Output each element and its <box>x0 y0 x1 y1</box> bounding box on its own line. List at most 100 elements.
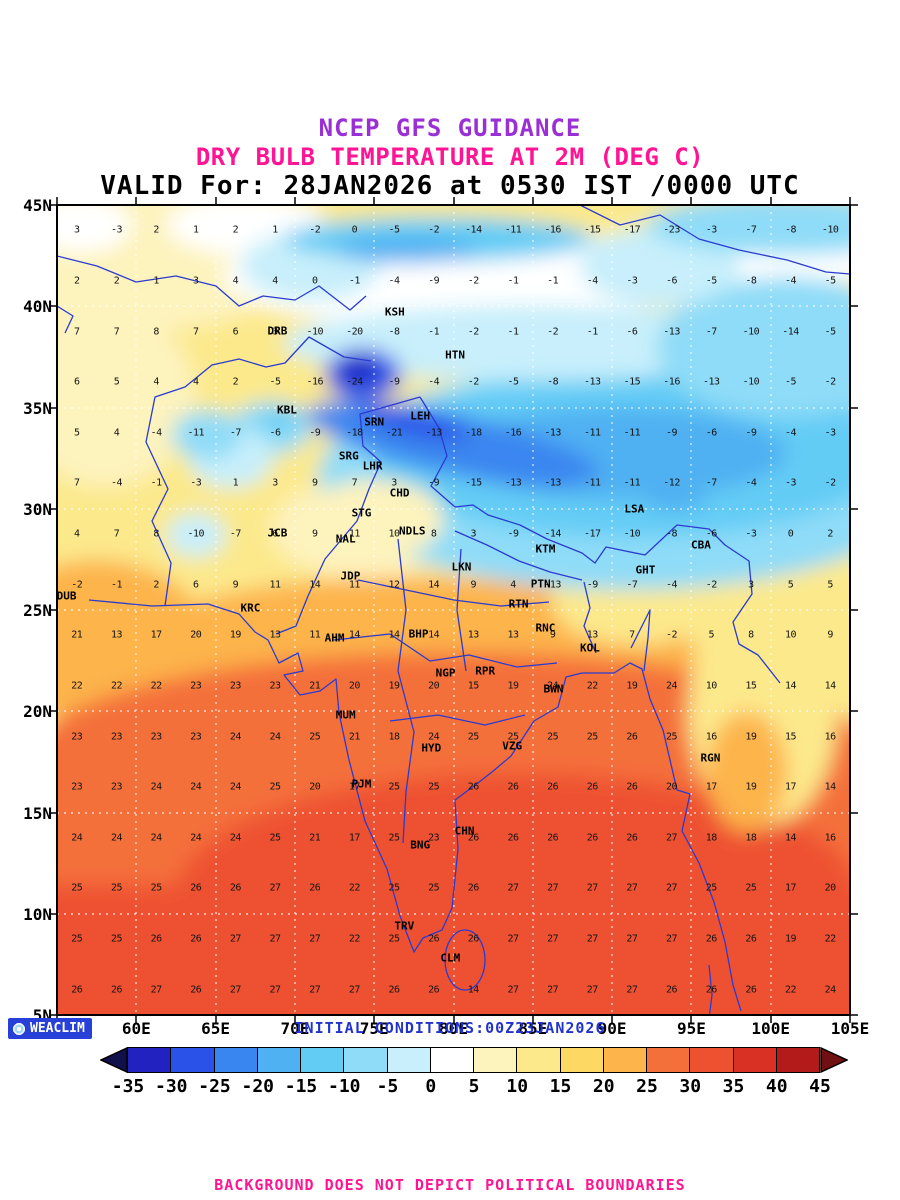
grid-temp-value: 21 <box>71 629 83 641</box>
grid-temp-value: 18 <box>388 731 400 743</box>
station-label: VZG <box>502 739 523 753</box>
grid-temp-value: 22 <box>71 680 83 692</box>
product-title: NCEP GFS GUIDANCE <box>318 114 582 142</box>
grid-temp-value: 22 <box>348 933 361 945</box>
grid-temp-value: -5 <box>824 275 837 287</box>
grid-temp-value: 24 <box>150 781 163 793</box>
coastline <box>88 599 742 1012</box>
grid-temp-value: -23 <box>663 224 680 236</box>
grid-temp-value: -11 <box>623 427 641 439</box>
temperature-map <box>49 197 858 1023</box>
lon-tick-label: 75E <box>359 1019 389 1038</box>
grid-temp-value: -6 <box>666 275 678 287</box>
grid-temp-value: -11 <box>623 477 641 489</box>
station-label: KRC <box>240 601 261 615</box>
grid-temp-value: -10 <box>306 326 323 338</box>
grid-temp-value: -9 <box>428 477 440 489</box>
grid-temp-value: 7 <box>113 528 120 540</box>
grid-temp-value: 1 <box>153 275 159 287</box>
grid-temp-value: 20 <box>428 680 440 692</box>
grid-temp-value: -1 <box>348 275 361 287</box>
station-label: DUB <box>56 589 77 603</box>
lon-tick-label: 65E <box>201 1019 231 1038</box>
grid-temp-value: -2 <box>467 275 480 287</box>
grid-temp-value: 14 <box>467 984 480 996</box>
grid-temp-value: 26 <box>705 933 718 945</box>
grid-temp-value: -9 <box>309 427 321 439</box>
grid-temp-value: 13 <box>110 629 123 641</box>
colorbar-tick-label: -35 <box>111 1076 145 1097</box>
station-label: NAL <box>335 532 356 546</box>
lat-tick-label: 15N <box>23 803 52 823</box>
grid-temp-value: 23 <box>150 731 163 743</box>
grid-temp-value: -2 <box>705 579 718 591</box>
grid-temp-value: 8 <box>153 528 159 540</box>
grid-temp-value: 2 <box>153 579 159 591</box>
grid-temp-value: -17 <box>583 528 601 540</box>
grid-temp-value: 14 <box>309 579 321 591</box>
grid-temp-value: 26 <box>150 933 163 945</box>
grid-temp-value: 17 <box>784 882 797 894</box>
colorbar-segment <box>559 1047 604 1073</box>
grid-temp-value: -14 <box>544 528 561 540</box>
colorbar-tick-label: -10 <box>327 1076 361 1097</box>
temperature-field <box>57 205 850 1015</box>
station-label: KTM <box>535 542 556 556</box>
station-label: BNG <box>410 838 431 852</box>
lon-tick-label: 70E <box>280 1019 310 1038</box>
colorbar-right-arrow <box>820 1047 848 1073</box>
grid-temp-value: 19 <box>626 680 638 692</box>
grid-temp-value: 26 <box>547 781 559 793</box>
weaclim-logo-icon <box>12 1021 26 1036</box>
station-label: BHP <box>408 627 429 641</box>
grid-temp-value: -16 <box>663 376 680 388</box>
grid-temp-value: 25 <box>269 832 282 844</box>
grid-temp-value: 9 <box>232 579 239 591</box>
grid-temp-value: 27 <box>547 984 559 996</box>
grid-temp-value: 18 <box>745 832 757 844</box>
station-label: MUM <box>335 708 356 722</box>
lat-tick-label: 45N <box>23 196 52 215</box>
grid-temp-value: -16 <box>504 427 522 439</box>
colorbar-tick-label: 35 <box>722 1076 745 1097</box>
colorbar-segment <box>127 1047 172 1073</box>
political-boundaries <box>57 205 850 1015</box>
grid-temp-value: -5 <box>507 376 519 388</box>
station-label: SRG <box>338 449 359 463</box>
grid-temp-value: -11 <box>583 427 601 439</box>
station-label: JDP <box>340 569 361 583</box>
grid-temp-value: 9 <box>549 629 556 641</box>
grid-temp-value: -1 <box>507 326 519 338</box>
grid-temp-value: 23 <box>190 680 202 692</box>
colorbar-tick-label: 25 <box>636 1076 658 1097</box>
grid-temp-value: 14 <box>824 680 837 692</box>
grid-temp-value: 21 <box>348 731 361 743</box>
colorbar-segment <box>213 1047 258 1073</box>
colorbar-segment <box>256 1047 301 1073</box>
station-label: RTN <box>508 597 529 611</box>
grid-temp-value: -10 <box>742 376 760 388</box>
grid-temp-value: 22 <box>784 984 797 996</box>
grid-temp-value: 15 <box>784 731 797 743</box>
grid-temp-value: 22 <box>586 680 599 692</box>
grid-temp-value: -4 <box>150 427 163 439</box>
grid-temp-value: -7 <box>229 427 242 439</box>
grid-temp-value: 25 <box>150 882 163 894</box>
grid-temp-value: -13 <box>544 579 561 591</box>
lon-tick-label: 60E <box>121 1019 151 1038</box>
grid-temp-value: -5 <box>824 326 837 338</box>
grid-temp-value: 26 <box>507 781 519 793</box>
grid-temp-value: 26 <box>586 781 599 793</box>
grid-temp-value: 23 <box>190 731 202 743</box>
grid-temp-value: -13 <box>702 376 720 388</box>
grid-temp-value: 2 <box>153 224 159 236</box>
grid-temp-value: -4 <box>666 579 678 591</box>
grid-temp-value: 27 <box>269 933 282 945</box>
grid-temp-value: -5 <box>388 224 400 236</box>
colorbar-segment <box>300 1047 345 1073</box>
grid-temp-value: 27 <box>150 984 163 996</box>
grid-temp-value: 11 <box>348 528 361 540</box>
grid-temp-value: 25 <box>110 882 123 894</box>
grid-temp-value: 9 <box>311 477 318 489</box>
